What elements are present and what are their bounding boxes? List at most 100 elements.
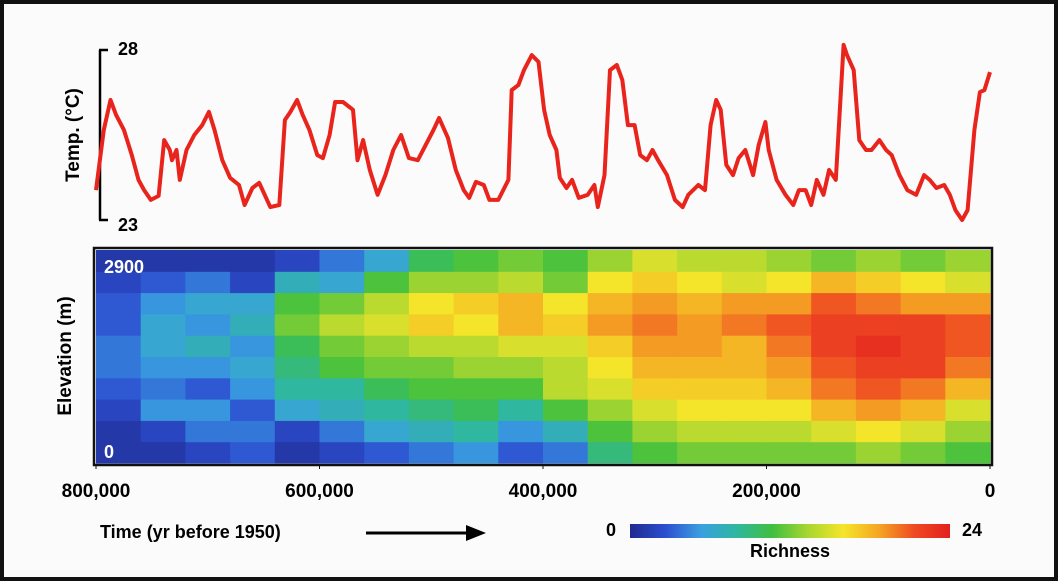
heatmap-cell bbox=[632, 335, 678, 357]
heatmap-cell bbox=[900, 250, 946, 272]
heatmap-cell bbox=[543, 420, 589, 443]
heatmap-cell bbox=[855, 335, 902, 357]
heatmap-cell bbox=[900, 292, 946, 315]
heatmap-cell bbox=[408, 356, 455, 379]
heatmap-cell bbox=[677, 377, 723, 400]
heatmap-cell bbox=[185, 313, 231, 336]
heatmap-cell bbox=[185, 399, 231, 421]
heatmap-cell bbox=[945, 399, 991, 421]
heatmap-cell bbox=[855, 377, 902, 400]
heatmap-cell bbox=[96, 441, 142, 464]
heatmap-cell bbox=[587, 292, 633, 315]
heatmap-cell bbox=[632, 271, 678, 294]
heatmap-cell bbox=[498, 292, 544, 315]
heatmap-cell bbox=[319, 420, 365, 443]
heatmap-cell bbox=[274, 377, 320, 400]
heatmap-cell bbox=[140, 313, 186, 336]
x-tick-label: 800,000 bbox=[62, 481, 131, 502]
heatmap-cell bbox=[945, 313, 991, 336]
heatmap-cell bbox=[453, 399, 499, 421]
heatmap-cell bbox=[721, 441, 767, 464]
heatmap-cell bbox=[900, 356, 946, 379]
heatmap-cell bbox=[677, 250, 723, 272]
heatmap-cell bbox=[230, 292, 276, 315]
heatmap-cell bbox=[185, 250, 231, 272]
heatmap-cell bbox=[498, 377, 544, 400]
heatmap-cell bbox=[96, 377, 142, 400]
heatmap-cell bbox=[632, 420, 678, 443]
heatmap-cell bbox=[811, 420, 857, 443]
heatmap-cell bbox=[453, 313, 499, 336]
heatmap-cell bbox=[900, 420, 946, 443]
heatmap-cell bbox=[319, 441, 365, 464]
heatmap-cell bbox=[855, 292, 902, 315]
heatmap-cell bbox=[721, 313, 767, 336]
time-arrowhead bbox=[466, 525, 486, 541]
heatmap-cell bbox=[185, 292, 231, 315]
heatmap-cell bbox=[543, 335, 589, 357]
heatmap-cell bbox=[855, 356, 902, 379]
heatmap-cell bbox=[453, 292, 499, 315]
colorbar-tick-label: 0 bbox=[606, 520, 616, 540]
temp-axis-label: Temp. (°C) bbox=[63, 88, 84, 182]
heatmap-cell bbox=[677, 335, 723, 357]
heatmap-cell bbox=[453, 441, 499, 464]
heatmap-cell bbox=[587, 356, 633, 379]
heatmap-cell bbox=[543, 399, 589, 421]
heatmap-cell bbox=[319, 377, 365, 400]
heatmap-cell bbox=[855, 271, 902, 294]
heatmap-cell bbox=[945, 271, 991, 294]
heatmap-cell bbox=[453, 250, 499, 272]
heatmap-cell bbox=[140, 335, 186, 357]
heatmap-cell bbox=[900, 377, 946, 400]
heatmap-cell bbox=[96, 356, 142, 379]
heatmap-cell bbox=[632, 441, 678, 464]
heatmap-cell bbox=[766, 292, 812, 315]
heatmap-cell bbox=[408, 377, 455, 400]
heatmap-cell bbox=[498, 271, 544, 294]
heatmap-cell bbox=[96, 313, 142, 336]
heatmap-cell bbox=[364, 335, 410, 357]
heatmap-cell bbox=[408, 313, 455, 336]
heatmap-cell bbox=[185, 420, 231, 443]
heatmap-cell bbox=[453, 271, 499, 294]
heatmap-cell bbox=[140, 441, 186, 464]
heatmap-cell bbox=[230, 313, 276, 336]
heatmap-cell bbox=[811, 292, 857, 315]
heatmap-cell bbox=[855, 420, 902, 443]
heatmap-cell bbox=[543, 271, 589, 294]
heatmap-cell bbox=[811, 399, 857, 421]
heatmap-cell bbox=[140, 356, 186, 379]
heatmap-cell bbox=[543, 377, 589, 400]
heatmap-cell bbox=[319, 335, 365, 357]
heatmap-cell bbox=[811, 313, 857, 336]
heatmap-cell bbox=[364, 441, 410, 464]
heatmap-cell bbox=[900, 271, 946, 294]
heatmap-cell bbox=[185, 377, 231, 400]
heatmap-cell bbox=[721, 356, 767, 379]
heatmap-cell bbox=[900, 399, 946, 421]
heatmap-cell bbox=[632, 377, 678, 400]
heatmap-cell bbox=[498, 399, 544, 421]
heatmap-cell bbox=[543, 250, 589, 272]
elevation-axis-label: Elevation (m) bbox=[55, 296, 76, 415]
heatmap-cell bbox=[811, 377, 857, 400]
heatmap-cell bbox=[721, 335, 767, 357]
heatmap-cell bbox=[632, 356, 678, 379]
heatmap-cell bbox=[543, 356, 589, 379]
heatmap-cell bbox=[721, 399, 767, 421]
y-tick-label: 2900 bbox=[104, 257, 144, 277]
heatmap-cell bbox=[855, 399, 902, 421]
heatmap-cell bbox=[408, 335, 455, 357]
heatmap-cell bbox=[945, 292, 991, 315]
heatmap-cell bbox=[945, 335, 991, 357]
colorbar-label: Richness bbox=[750, 541, 830, 561]
heatmap-cell bbox=[766, 313, 812, 336]
heatmap-cell bbox=[319, 250, 365, 272]
heatmap-cell bbox=[587, 441, 633, 464]
heatmap-cell bbox=[274, 292, 320, 315]
heatmap-cell bbox=[543, 292, 589, 315]
heatmap-cell bbox=[230, 271, 276, 294]
heatmap-cell bbox=[453, 377, 499, 400]
